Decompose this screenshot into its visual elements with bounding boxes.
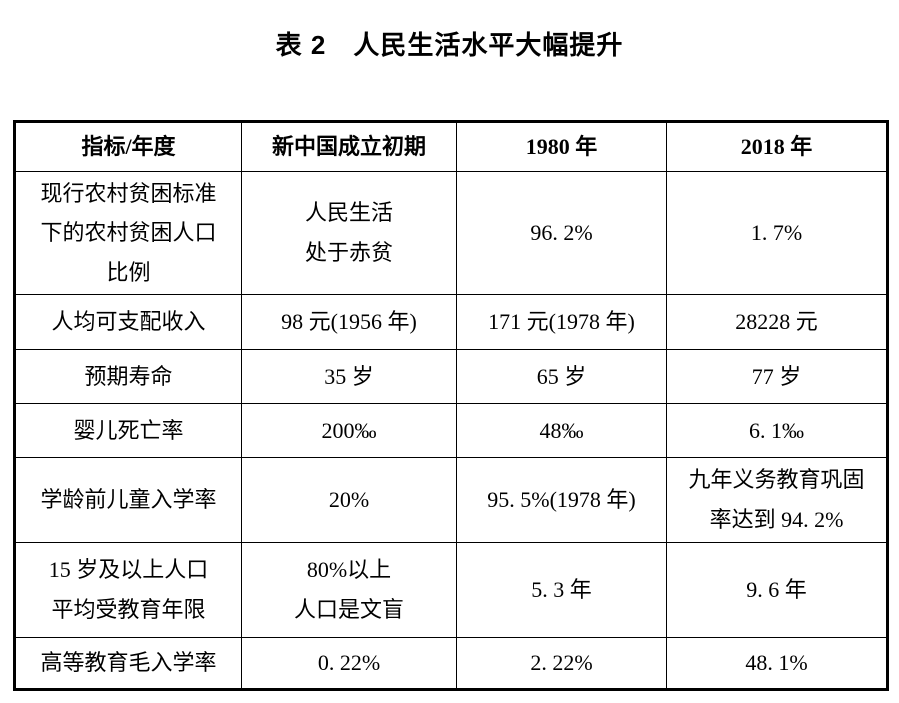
column-header: 指标/年度 <box>14 121 242 172</box>
table-cell: 200‰ <box>241 403 457 458</box>
table-cell: 77 岁 <box>666 349 888 404</box>
cell-line: 九年义务教育巩固 <box>688 467 865 493</box>
table-row: 婴儿死亡率 200‰ 48‰ 6. 1‰ <box>14 403 888 458</box>
document-page: 表 2 人民生活水平大幅提升 指标/年度 新中国成立初期 1980 年 2018 年 … <box>0 25 899 691</box>
cell-line: 平均受教育年限 <box>51 597 206 622</box>
table-cell: 80%以上人口是文盲 <box>241 542 457 638</box>
table-cell: 预期寿命 <box>14 349 242 404</box>
living-standards-table: 指标/年度 新中国成立初期 1980 年 2018 年 现行农村贫困标准 下的农村贫困人… <box>13 120 889 691</box>
table-cell: 婴儿死亡率 <box>14 403 242 458</box>
table-cell: 171 元(1978 年) <box>456 294 667 350</box>
cell-line: 下的农村贫困人口 <box>40 220 217 246</box>
table-cell: 48. 1% <box>666 637 888 690</box>
cell-line: 人民生活 <box>304 200 393 226</box>
table-row: 学龄前儿童入学率 20% 95. 5%(1978 年) 九年义务教育巩固 率达到 94.… <box>14 457 888 543</box>
table-cell: 人民生活 处于赤贫 <box>241 171 457 295</box>
header-row: 指标/年度 新中国成立初期 1980 年 2018 年 <box>14 121 888 172</box>
cell-line: 处于赤贫 <box>304 240 393 265</box>
table-cell: 现行农村贫困标准 下的农村贫困人口 比例 <box>14 171 242 295</box>
table-cell: 学龄前儿童入学率 <box>14 457 242 543</box>
table-cell: 48‰ <box>456 403 667 458</box>
table-cell: 96. 2% <box>456 171 667 295</box>
table-row: 15 岁及以上人口 平均受教育年限 80%以上 人口是文盲 5. 3 年 9. 6 年 <box>14 542 888 638</box>
column-header: 2018 年 <box>666 121 888 172</box>
cell-line: 人口是文盲 <box>293 597 404 622</box>
cell-line: 比例 <box>106 259 151 285</box>
column-header: 1980 年 <box>456 121 667 172</box>
column-header: 新中国成立初期 <box>241 121 457 172</box>
table-cell: 28228 元 <box>666 294 888 350</box>
cell-line: 80%以上 <box>306 557 392 583</box>
table-cell: 98 元(1956 年) <box>241 294 457 350</box>
table-caption: 表 2 人民生活水平大幅提升 <box>275 30 624 60</box>
table-cell: 5. 3 年 <box>456 542 667 638</box>
table-cell: 95. 5%(1978 年) <box>456 457 667 543</box>
table-row: 高等教育毛入学率 0. 22% 2. 22% 48. 1% <box>14 637 888 690</box>
table-cell: 高等教育毛入学率 <box>14 637 242 690</box>
table-cell: 6. 1‰ <box>666 403 888 458</box>
table-row: 现行农村贫困标准 下的农村贫困人口 比例 人民生活 处于赤贫 96. 2% 1. 7% <box>14 171 888 295</box>
table-row: 预期寿命 35 岁 65 岁 77 岁 <box>14 349 888 404</box>
cell-line: 15 岁及以上人口 <box>48 557 209 583</box>
table-cell: 1. 7% <box>666 171 888 295</box>
cell-line: 率达到 94. 2% <box>709 507 844 532</box>
table-cell: 2. 22% <box>456 637 667 690</box>
table-cell: 35 岁 <box>241 349 457 404</box>
cell-line: 现行农村贫困标准 <box>40 180 217 206</box>
table-cell: 15 岁及以上人口 平均受教育年限 <box>14 542 242 638</box>
table-cell: 9. 6 年 <box>666 542 888 638</box>
table-cell: 人均可支配收入 <box>14 294 242 350</box>
table-cell: 65 岁 <box>456 349 667 404</box>
table-cell: 九年义务教育巩固 率达到 94. 2% <box>666 457 888 543</box>
table-cell: 20% <box>241 457 457 543</box>
table-cell: 0. 22% <box>241 637 457 690</box>
table-row: 人均可支配收入 98 元(1956 年) 171 元(1978 年) 28228 元 <box>14 294 888 350</box>
